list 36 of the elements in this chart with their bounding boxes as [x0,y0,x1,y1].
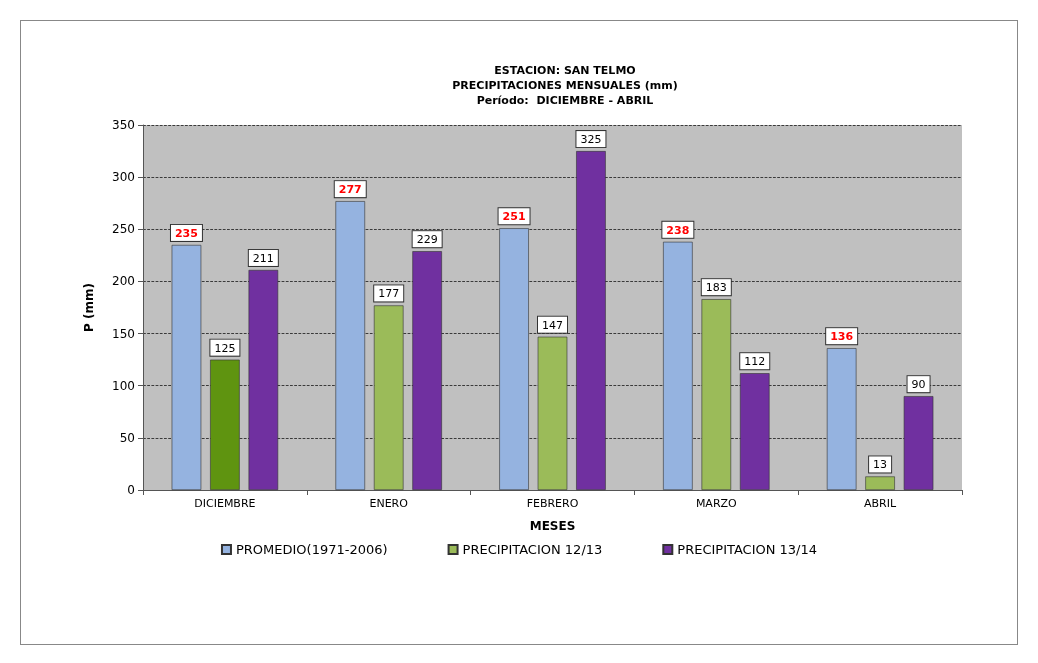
data-label: 235 [174,226,198,240]
y-tick-label: 150 [112,326,135,341]
data-label: 325 [580,133,602,147]
data-label: 112 [744,355,766,369]
y-tick-label: 250 [112,222,135,237]
x-tick-label: DICIEMBRE [194,497,256,510]
data-label: 229 [416,233,438,247]
data-label: 90 [911,378,926,392]
data-label: 211 [252,251,274,265]
chart-title: ESTACION: SAN TELMO [494,64,636,77]
legend-label: PRECIPITACION 13/14 [677,542,818,557]
data-label: 277 [338,183,362,197]
legend-label: PRECIPITACION 12/13 [462,542,603,557]
x-tick-label: ENERO [369,497,409,510]
x-tick-label: MARZO [695,497,738,510]
data-label: 177 [378,287,400,301]
x-tick-label: FEBRERO [526,497,579,510]
y-axis-title: P (mm) [82,283,96,332]
data-label: 13 [873,458,888,472]
data-label: 136 [830,330,854,344]
y-tick-label: 100 [112,378,135,393]
y-tick-label: 0 [127,483,135,497]
data-label: 238 [666,223,690,237]
data-label: 183 [705,281,727,295]
bar [576,151,606,490]
chart-subtitle: PRECIPITACIONES MENSUALES (mm) Período: DICIEMBRE - ABRIL [452,79,678,107]
legend-label: PROMEDIO(1971-2006) [235,542,388,557]
y-tick-label: 50 [119,430,135,445]
data-label: 125 [214,341,236,355]
y-tick-label: 200 [112,274,135,289]
y-tick-label: 300 [112,170,135,185]
x-axis-title: MESES [529,519,576,533]
y-tick-label: 350 [112,118,135,132]
data-label: 147 [542,318,563,332]
data-label: 251 [502,210,526,224]
x-tick-label: ABRIL [864,497,898,510]
